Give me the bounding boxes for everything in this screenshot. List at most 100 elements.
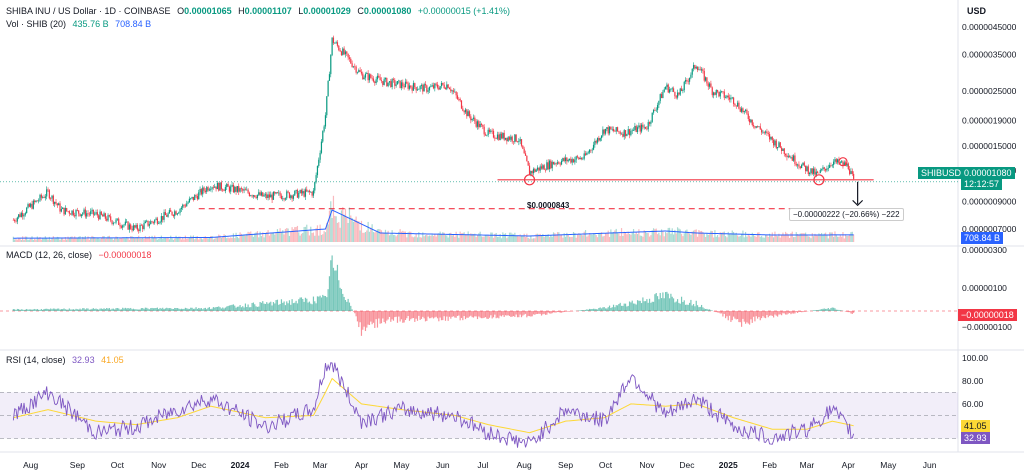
candle-body (638, 125, 640, 128)
volume-bar (202, 239, 204, 242)
x-tick-label: Sep (70, 460, 85, 470)
candle-body (187, 202, 189, 204)
candle-body (140, 224, 142, 226)
volume-bar (327, 224, 329, 242)
macd-bar (845, 311, 847, 312)
candle-body (96, 212, 98, 216)
macd-bar (747, 311, 749, 324)
macd-bar (746, 311, 748, 323)
macd-bar (203, 308, 205, 311)
macd-bar (370, 311, 372, 322)
macd-bar (336, 264, 339, 311)
macd-bar (662, 292, 664, 311)
macd-bar (639, 300, 641, 311)
candle-body (459, 98, 461, 101)
macd-bar (276, 299, 279, 311)
macd-bar (192, 308, 195, 311)
volume-bar (426, 234, 428, 242)
volume-bar (394, 234, 396, 242)
volume-bar (843, 238, 845, 242)
macd-bar (656, 296, 659, 311)
candle-body (151, 221, 153, 223)
candle-body (518, 141, 520, 143)
volume-bar (370, 227, 372, 242)
candle-body (396, 81, 399, 85)
candle-body (530, 170, 532, 175)
candle-body (781, 147, 783, 151)
volume-bar (302, 232, 304, 242)
macd-bar (791, 311, 793, 314)
candle-body (526, 155, 528, 162)
macd-bar (450, 311, 452, 319)
volume-bar (690, 234, 692, 242)
candle-body (825, 168, 827, 171)
macd-bar (119, 309, 121, 311)
candle-body (552, 161, 555, 165)
volume-bar (526, 233, 528, 242)
macd-bar (443, 311, 445, 317)
macd-histogram-group (12, 255, 855, 336)
macd-bar (380, 311, 383, 324)
volume-bar (211, 236, 213, 242)
candle-body (195, 195, 197, 197)
volume-bar (303, 227, 305, 242)
x-tick-label: Jun (436, 460, 450, 470)
macd-bar (296, 303, 299, 311)
macd-bar (148, 309, 150, 311)
macd-bar (694, 306, 696, 311)
volume-bar (275, 232, 277, 242)
candle-body (813, 168, 815, 174)
volume-bar (786, 233, 788, 242)
volume-bar (432, 235, 435, 242)
candle-body (263, 195, 265, 197)
volume-bar (23, 240, 25, 242)
volume-bar (636, 234, 639, 242)
macd-bar (542, 311, 544, 315)
volume-bar (356, 221, 359, 242)
candle-body (778, 142, 780, 147)
volume-bar (331, 218, 333, 242)
macd-bar (82, 308, 84, 311)
macd-bar (26, 308, 28, 311)
candle-body (766, 131, 768, 134)
volume-bar (652, 228, 655, 242)
candle-body (659, 94, 661, 101)
candle-body (646, 128, 648, 130)
volume-bar (586, 236, 588, 242)
macd-bar (35, 309, 37, 311)
volume-bar (387, 230, 389, 242)
volume-bar (380, 230, 383, 242)
candle-body (755, 126, 757, 128)
macd-bar (538, 311, 540, 314)
volume-bar (424, 235, 427, 242)
price-tick-label: 0.0000015000 (962, 141, 1017, 151)
macd-bar (752, 311, 755, 317)
macd-bar (558, 311, 560, 313)
candle-body (483, 126, 485, 135)
candle-body (18, 214, 20, 218)
volume-bar (648, 236, 651, 242)
macd-bar (508, 311, 511, 316)
volume-bar (480, 236, 483, 242)
volume-bar (414, 236, 416, 242)
candle-body (622, 133, 624, 137)
rsi-value-2: 41.05 (101, 355, 124, 365)
macd-bar (254, 304, 256, 311)
macd-bar (259, 301, 261, 311)
candle-body (602, 129, 604, 136)
macd-bar (19, 309, 21, 311)
macd-bar (390, 311, 392, 322)
volume-bar (352, 221, 355, 242)
macd-bar (126, 308, 128, 311)
candle-body (95, 212, 97, 214)
candle-body (318, 159, 320, 166)
macd-bar (324, 296, 327, 311)
macd-bar (524, 311, 527, 314)
candle-body (738, 102, 740, 109)
candle-body (700, 69, 703, 71)
candle-body (683, 81, 685, 90)
candle-body (36, 200, 38, 202)
macd-bar (511, 311, 513, 317)
volume-bar (74, 236, 76, 242)
volume-bar (606, 233, 608, 242)
